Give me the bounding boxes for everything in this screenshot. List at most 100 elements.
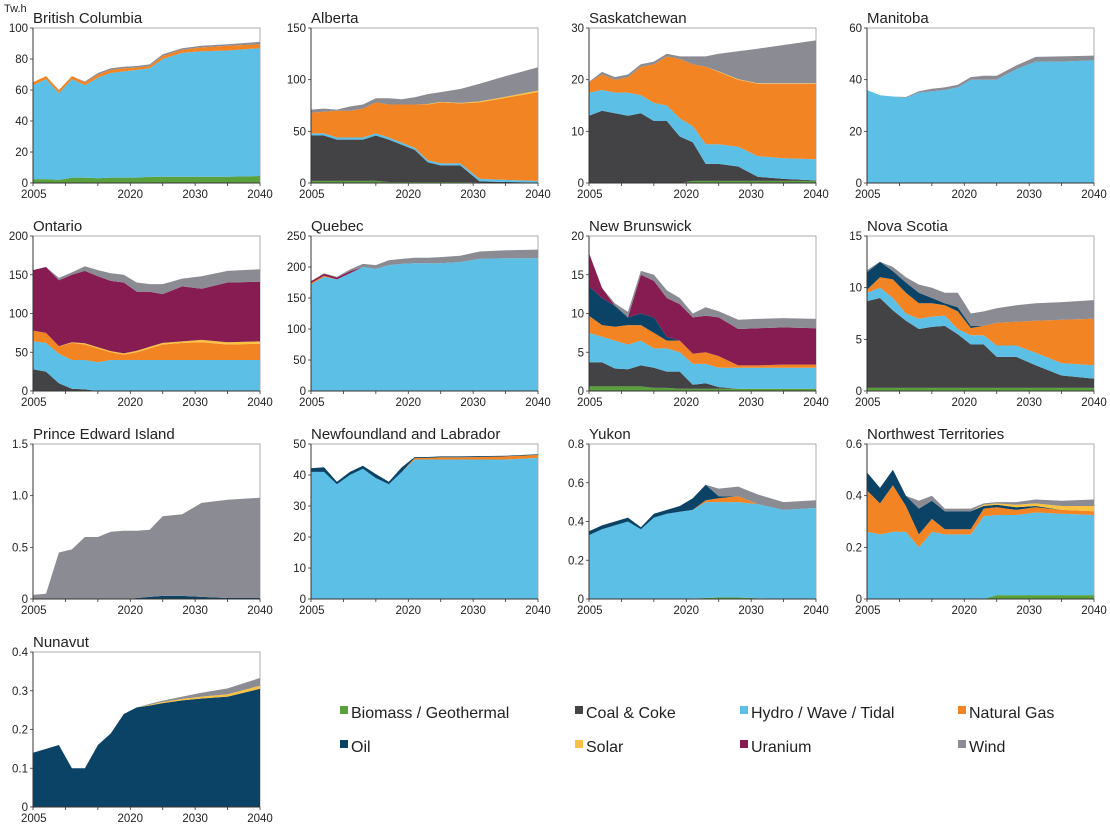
x-tick-label: 2020 [395, 189, 421, 201]
area-wind [589, 484, 816, 532]
x-tick-label: 2005 [299, 189, 325, 201]
panel-nunavut: Nunavut 0 0.1 0.2 0.3 0.4 2005 2020 2030 2040 [12, 634, 273, 825]
x-tick-label: 2005 [21, 813, 47, 825]
x-tick-label: 2030 [1016, 397, 1042, 409]
legend-swatch [340, 740, 348, 748]
area-hydro-wave-tidal [867, 60, 1094, 183]
y-tick-label: 20 [849, 126, 862, 138]
x-tick-label: 2030 [1016, 189, 1042, 201]
y-tick-label: 50 [293, 126, 306, 138]
panel-alberta: Alberta 0 50 100 150 2005 2020 2030 2040 [287, 10, 551, 201]
area-biomass-geothermal [311, 180, 538, 183]
y-tick-label: 0 [22, 802, 28, 814]
area-oil [311, 454, 538, 485]
legend-item-hydro-wave-tidal: Hydro / Wave / Tidal [740, 705, 894, 722]
x-tick-label: 2005 [21, 189, 47, 201]
y-tick-label: 0 [578, 386, 584, 398]
y-tick-label: 0 [856, 178, 862, 190]
y-tick-label: 100 [9, 23, 28, 35]
area-natural-gas [311, 92, 538, 181]
panel-title: Northwest Territories [867, 426, 1004, 443]
area-hydro-wave-tidal [867, 512, 1094, 599]
y-tick-label: 0 [578, 594, 584, 606]
area-natural-gas [33, 330, 260, 363]
x-tick-label: 2040 [803, 189, 829, 201]
legend-swatch [575, 740, 583, 748]
panel-title: New Brunswick [589, 218, 692, 235]
y-tick-label: 0 [856, 386, 862, 398]
x-tick-label: 2030 [182, 189, 208, 201]
area-solar [33, 685, 260, 769]
area-hydro-wave-tidal [311, 258, 538, 391]
y-tick-label: 0 [856, 594, 862, 606]
x-tick-label: 2030 [182, 813, 208, 825]
x-tick-label: 2020 [951, 397, 977, 409]
area-natural-gas [311, 454, 538, 485]
y-tick-label: 100 [287, 75, 306, 87]
x-tick-label: 2005 [577, 397, 603, 409]
y-tick-label: 100 [287, 324, 306, 336]
panel-title: Manitoba [867, 10, 929, 27]
area-hydro-wave-tidal [311, 457, 538, 599]
x-tick-label: 2030 [738, 605, 764, 617]
panel-title: Yukon [589, 426, 631, 443]
area-coal-coke [589, 362, 816, 389]
y-tick-label: 10 [571, 309, 584, 321]
x-tick-label: 2005 [855, 397, 881, 409]
area-wind [589, 253, 816, 329]
x-tick-label: 2020 [951, 189, 977, 201]
x-tick-label: 2030 [738, 397, 764, 409]
y-tick-label: 0.4 [12, 647, 29, 659]
area-biomass-geothermal [867, 387, 1094, 391]
x-tick-label: 2005 [21, 397, 47, 409]
x-tick-label: 2030 [460, 397, 486, 409]
panel-new-brunswick: New Brunswick 0 5 10 15 20 2005 2020 2030 2040 [571, 218, 829, 409]
area-oil [33, 688, 260, 807]
y-tick-label: 0 [300, 386, 306, 398]
y-tick-label: 10 [571, 126, 584, 138]
y-tick-label: 10 [849, 283, 862, 295]
legend-swatch [958, 740, 966, 748]
y-tick-label: 50 [293, 439, 306, 451]
legend-item-solar: Solar [575, 739, 624, 756]
x-tick-label: 2040 [247, 605, 273, 617]
area-hydro-wave-tidal [867, 287, 1094, 379]
panel-nova-scotia: Nova Scotia 0 5 10 15 2005 2020 2030 2040 [849, 218, 1107, 409]
x-tick-label: 2005 [299, 397, 325, 409]
legend-item-wind: Wind [958, 739, 1005, 756]
panel-title: Nunavut [33, 634, 90, 651]
y-tick-label: 100 [9, 309, 28, 321]
area-natural-gas [589, 56, 816, 160]
y-tick-label: 20 [15, 147, 28, 159]
y-tick-label: 0 [22, 178, 28, 190]
legend: Biomass / Geothermal Coal & Coke Hydro / W… [340, 705, 1054, 756]
panel-title: Quebec [311, 218, 364, 235]
y-tick-label: 0.6 [568, 478, 584, 490]
area-wind [33, 266, 260, 295]
area-hydro-wave-tidal [33, 341, 260, 391]
legend-item-biomass-geothermal: Biomass / Geothermal [340, 705, 509, 722]
legend-label: Biomass / Geothermal [351, 705, 509, 722]
x-tick-label: 2030 [460, 189, 486, 201]
area-wind [33, 41, 260, 90]
x-tick-label: 2005 [577, 605, 603, 617]
panel-quebec: Quebec 0 50 100 150 200 250 2005 2020 2030 2040 [287, 218, 551, 409]
legend-item-oil: Oil [340, 739, 371, 756]
area-biomass-geothermal [867, 595, 1094, 599]
area-hydro-wave-tidal [589, 90, 816, 181]
x-tick-label: 2030 [182, 605, 208, 617]
y-tick-label: 250 [287, 231, 306, 243]
area-natural-gas [589, 315, 816, 368]
legend-swatch [958, 706, 966, 714]
area-wind [311, 67, 538, 113]
panel-newfoundland-and-labrador: Newfoundland and Labrador010203040502005… [293, 426, 551, 617]
y-tick-label: 40 [849, 75, 862, 87]
x-tick-label: 2005 [855, 605, 881, 617]
y-tick-label: 30 [293, 501, 306, 513]
y-tick-label: 15 [849, 231, 862, 243]
y-tick-label: 15 [571, 270, 584, 282]
